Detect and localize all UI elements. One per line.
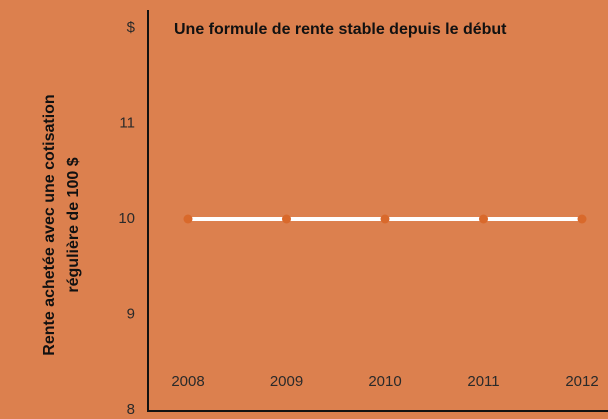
y-tick-label: $ [127, 19, 136, 36]
y-tick-label: 11 [119, 114, 135, 131]
chart-title: Une formule de rente stable depuis le dé… [174, 21, 507, 38]
y-tick-label: 8 [127, 401, 135, 418]
x-tick-label: 2009 [270, 373, 303, 390]
y-axis-title: Rente achetée avec une cotisation [41, 94, 58, 355]
x-tick-label: 2012 [565, 373, 598, 390]
y-axis-title: régulière de 100 $ [65, 157, 82, 292]
point [380, 214, 390, 224]
point [577, 214, 587, 224]
x-tick-label: 2010 [368, 373, 401, 390]
x-tick-label: 2008 [171, 373, 204, 390]
point [183, 214, 193, 224]
point [282, 214, 291, 224]
point [479, 214, 488, 224]
y-tick-label: 10 [118, 210, 135, 227]
y-tick-label: 9 [127, 305, 135, 322]
x-tick-label: 2011 [467, 373, 499, 390]
